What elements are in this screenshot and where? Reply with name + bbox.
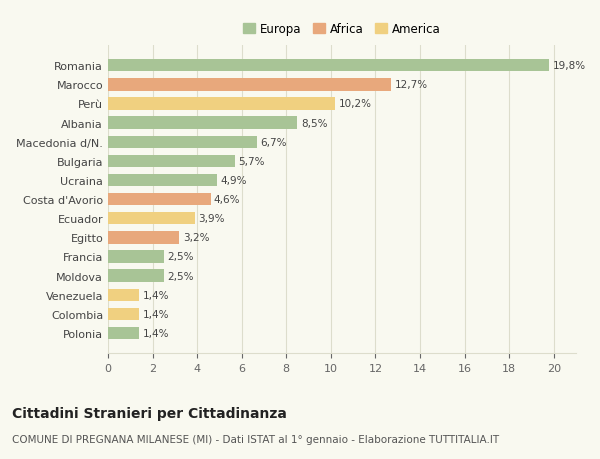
Bar: [108, 213, 195, 225]
Text: COMUNE DI PREGNANA MILANESE (MI) - Dati ISTAT al 1° gennaio - Elaborazione TUTTI: COMUNE DI PREGNANA MILANESE (MI) - Dati …: [12, 434, 499, 444]
Bar: [108, 117, 298, 129]
Text: 2,5%: 2,5%: [167, 271, 194, 281]
Text: 3,2%: 3,2%: [182, 233, 209, 243]
Text: 8,5%: 8,5%: [301, 118, 327, 129]
Text: 10,2%: 10,2%: [338, 99, 371, 109]
Text: 1,4%: 1,4%: [143, 309, 169, 319]
Text: Cittadini Stranieri per Cittadinanza: Cittadini Stranieri per Cittadinanza: [12, 406, 287, 420]
Bar: [108, 270, 164, 282]
Bar: [108, 174, 217, 187]
Text: 4,9%: 4,9%: [221, 176, 247, 185]
Bar: [108, 251, 164, 263]
Text: 3,9%: 3,9%: [198, 214, 225, 224]
Text: 12,7%: 12,7%: [394, 80, 427, 90]
Bar: [108, 60, 549, 72]
Bar: [108, 193, 211, 206]
Bar: [108, 136, 257, 149]
Bar: [108, 79, 391, 91]
Bar: [108, 308, 139, 320]
Legend: Europa, Africa, America: Europa, Africa, America: [241, 21, 443, 39]
Bar: [108, 232, 179, 244]
Text: 2,5%: 2,5%: [167, 252, 194, 262]
Text: 19,8%: 19,8%: [553, 61, 586, 71]
Bar: [108, 327, 139, 340]
Text: 1,4%: 1,4%: [143, 328, 169, 338]
Text: 5,7%: 5,7%: [238, 157, 265, 167]
Text: 1,4%: 1,4%: [143, 290, 169, 300]
Text: 4,6%: 4,6%: [214, 195, 241, 205]
Bar: [108, 289, 139, 301]
Bar: [108, 155, 235, 168]
Bar: [108, 98, 335, 111]
Text: 6,7%: 6,7%: [260, 137, 287, 147]
